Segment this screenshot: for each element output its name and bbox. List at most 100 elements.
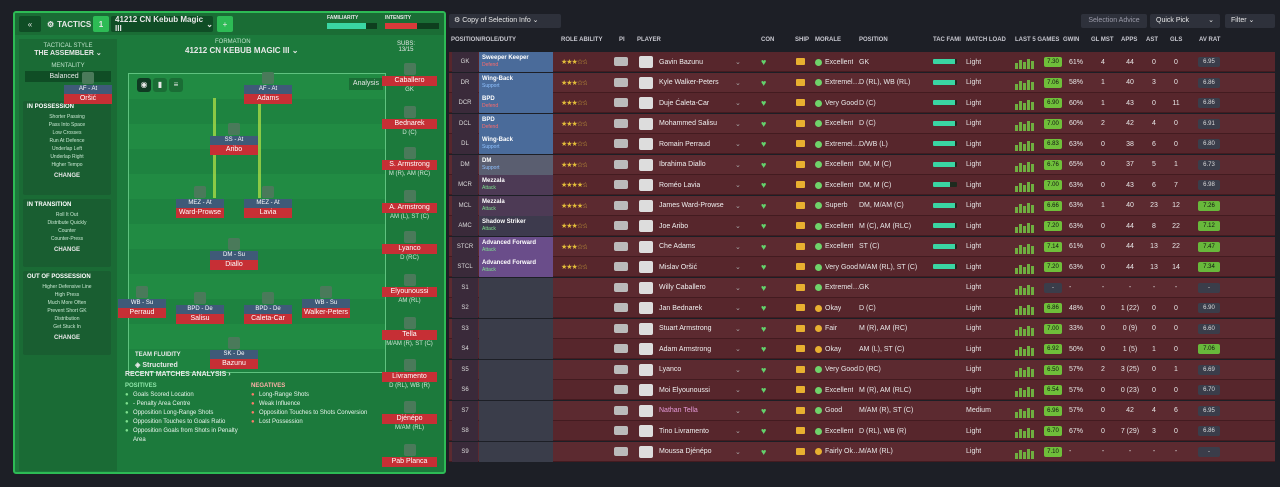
in-possession-change-button[interactable]: CHANGE [53, 173, 80, 179]
position-slot[interactable]: S2 [452, 298, 478, 318]
player-name[interactable]: Nathan Tella [659, 407, 698, 414]
player-instructions-icon[interactable] [614, 446, 628, 456]
role-select[interactable]: Advanced Forward Attack [479, 257, 553, 277]
table-row[interactable]: DR Wing-Back Support ★★★☆☆ Kyle Walker-Peter… [449, 72, 1275, 93]
player-name[interactable]: Tino Livramento [659, 427, 709, 435]
player-instructions-icon[interactable] [614, 200, 628, 210]
role-select[interactable]: BPD Defend [479, 93, 553, 113]
role-select[interactable] [479, 277, 553, 298]
position-slot[interactable]: AMC [452, 216, 478, 236]
pitch-player[interactable]: SK - De Bazunu [210, 337, 258, 369]
chevron-down-icon[interactable]: ⌄ [735, 346, 741, 353]
column-header[interactable]: PI [619, 37, 625, 43]
column-header[interactable]: CON [761, 37, 775, 43]
player-name[interactable]: Jan Bednarek [659, 304, 703, 312]
chevron-down-icon[interactable]: ⌄ [735, 161, 741, 169]
table-row[interactable]: DM DM Support ★★★☆☆ Ibrahima Diallo ⌄ ♥ Excelle… [449, 154, 1275, 175]
column-header[interactable]: GLS [1170, 37, 1183, 43]
column-header[interactable]: GL MST [1091, 37, 1114, 43]
position-slot[interactable]: STCR [452, 236, 478, 257]
position-slot[interactable]: STCL [452, 257, 478, 277]
table-row[interactable]: AMC Shadow Striker Attack ★★★☆☆ Joe Aribo ⌄ ♥ E… [449, 216, 1275, 236]
player-name[interactable]: Gavin Bazunu [659, 58, 703, 66]
column-header[interactable]: SHIP [795, 37, 810, 43]
sub-player[interactable]: Djénépo M/AM (RL) [382, 401, 437, 433]
player-instructions-icon[interactable] [614, 426, 628, 435]
table-row[interactable]: S9 Moussa Djénépo ⌄ ♥ Fairly Ok… M/AM (RL) Lig… [449, 441, 1275, 462]
player-instructions-icon[interactable] [614, 364, 628, 374]
pitch-player[interactable]: MEZ - At Ward-Prowse [176, 186, 224, 218]
chevron-down-icon[interactable]: ⌄ [735, 284, 741, 292]
player-instructions-icon[interactable] [614, 282, 628, 292]
tactical-style-select[interactable]: THE ASSEMBLER ⌄ [34, 50, 102, 57]
pitch-player[interactable]: AF - At Adams [244, 72, 292, 104]
chevron-down-icon[interactable]: ⌄ [735, 305, 741, 312]
role-select[interactable]: BPD Defend [479, 113, 553, 134]
position-slot[interactable]: S8 [452, 421, 478, 441]
position-slot[interactable]: S6 [452, 380, 478, 400]
chevron-down-icon[interactable]: ⌄ [735, 141, 741, 148]
sub-player[interactable]: Elyounoussi AM (RL) [382, 274, 437, 306]
formation-select[interactable]: 41212 CN KEBUB MAGIC III ⌄ [185, 46, 299, 55]
position-slot[interactable]: DCR [452, 93, 478, 113]
table-row[interactable]: S6 Moi Elyounoussi ⌄ ♥ Excellent M (R), AM (R… [449, 380, 1275, 400]
column-header[interactable]: LAST 5 GAMES [1015, 37, 1060, 43]
recent-matches-link[interactable]: RECENT MATCHES ANALYSIS › [125, 371, 231, 378]
player-name[interactable]: Che Adams [659, 243, 696, 250]
pitch-player[interactable]: BPD - De Salisu [176, 292, 224, 324]
position-slot[interactable]: DCL [452, 113, 478, 134]
sub-player[interactable]: A. Armstrong AM (L), ST (C) [382, 190, 437, 222]
position-slot[interactable]: GK [452, 52, 478, 72]
table-row[interactable]: MCL Mezzala Attack ★★★★☆ James Ward-Prowse ⌄ ♥… [449, 195, 1275, 216]
player-instructions-icon[interactable] [614, 344, 628, 353]
position-slot[interactable]: DL [452, 134, 478, 154]
player-name[interactable]: Ibrahima Diallo [659, 161, 706, 168]
table-row[interactable]: DCL BPD Defend ★★★☆☆ Mohammed Salisu ⌄ ♥ Excell… [449, 113, 1275, 134]
role-select[interactable]: DM Support [479, 154, 553, 175]
collapse-button[interactable]: « [19, 16, 41, 32]
filter-button[interactable]: Filter ⌄ [1225, 14, 1275, 28]
analysis-button[interactable]: Analysis [348, 78, 383, 90]
role-select[interactable] [479, 421, 553, 441]
table-row[interactable]: S2 Jan Bednarek ⌄ ♥ Okay D (C) Light 6.86 48% 0 1 … [449, 298, 1275, 318]
chevron-down-icon[interactable]: ⌄ [735, 223, 741, 230]
role-select[interactable]: Advanced Forward Attack [479, 236, 553, 257]
player-instructions-icon[interactable] [614, 98, 628, 107]
chevron-down-icon[interactable]: ⌄ [735, 182, 741, 189]
chevron-down-icon[interactable]: ⌄ [735, 120, 741, 128]
player-name[interactable]: Roméo Lavia [659, 181, 701, 189]
player-instructions-icon[interactable] [614, 180, 628, 189]
sub-player[interactable]: S. Armstrong M (R), AM (RC) [382, 147, 437, 179]
column-header[interactable]: APPS [1121, 37, 1138, 43]
position-slot[interactable]: S5 [452, 359, 478, 380]
pitch-player[interactable]: MEZ - At Lavia [244, 186, 292, 218]
player-instructions-icon[interactable] [614, 221, 628, 230]
table-row[interactable]: DCR BPD Defend ★★★☆☆ Duje Ćaleta-Car ⌄ ♥ Very G… [449, 93, 1275, 113]
table-row[interactable]: STCL Advanced Forward Attack ★★★☆☆ Mislav Or… [449, 257, 1275, 277]
list-icon[interactable]: ≡ [169, 78, 183, 92]
pitch-view-icon[interactable]: ◉ [137, 78, 151, 92]
tactics-tab[interactable]: ⚙ TACTICS [43, 16, 103, 32]
pitch-player[interactable]: BPD - De Caleta-Car [244, 292, 292, 324]
position-slot[interactable]: DR [452, 72, 478, 93]
sub-player[interactable]: Tella M/AM (R), ST (C) [382, 317, 437, 349]
sub-player[interactable]: Bednarek D (C) [382, 106, 437, 138]
in-transition-change-button[interactable]: CHANGE [53, 247, 80, 253]
role-select[interactable] [479, 298, 553, 318]
add-tactic-button[interactable]: + [217, 16, 233, 32]
selection-advice-button[interactable]: Selection Advice [1081, 14, 1147, 28]
table-row[interactable]: STCR Advanced Forward Attack ★★★☆☆ Che Adams… [449, 236, 1275, 257]
role-select[interactable] [479, 339, 553, 359]
player-name[interactable]: Moussa Djénépo [659, 448, 712, 455]
player-instructions-icon[interactable] [614, 57, 628, 66]
chevron-down-icon[interactable]: ⌄ [735, 428, 741, 435]
table-row[interactable]: S8 Tino Livramento ⌄ ♥ Excellent D (RL), WB (… [449, 421, 1275, 441]
column-header[interactable]: ROLE ABILITY [561, 37, 603, 43]
column-header[interactable]: MATCH LOAD [966, 37, 1006, 43]
position-slot[interactable]: S3 [452, 318, 478, 339]
chevron-down-icon[interactable]: ⌄ [735, 100, 741, 107]
pitch-player[interactable]: DM - Su Diallo [210, 238, 258, 270]
position-slot[interactable]: DM [452, 154, 478, 175]
sub-player[interactable]: Caballero GK [382, 63, 437, 95]
column-header[interactable]: GWIN [1063, 37, 1080, 43]
